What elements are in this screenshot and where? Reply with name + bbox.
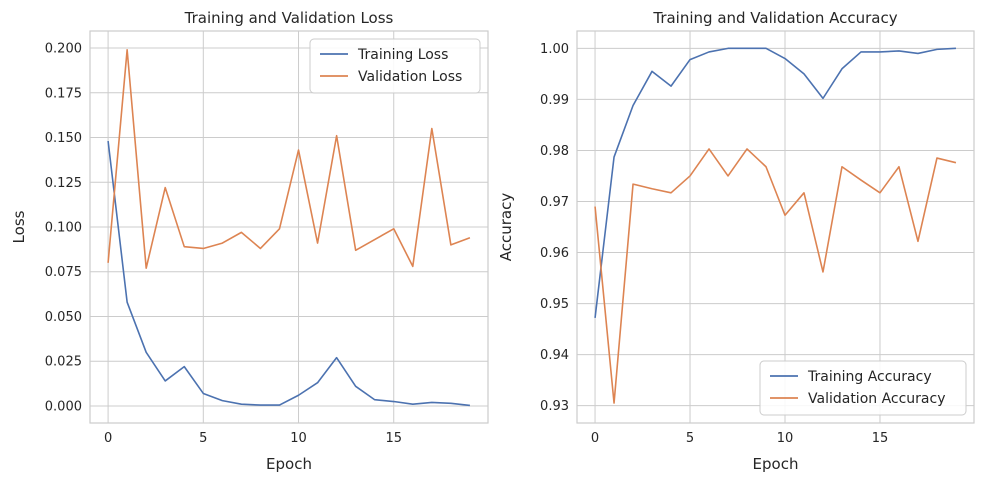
validation-loss-legend-label: Validation Loss — [358, 69, 462, 85]
loss-y-axis-label: Loss — [10, 210, 28, 243]
accuracy-y-tick-label: 0.96 — [540, 246, 569, 261]
accuracy-legend: Training Accuracy Validation Accuracy — [759, 360, 967, 416]
loss-plot-frame — [89, 30, 489, 424]
loss-lines — [107, 48, 471, 407]
loss-y-ticks: 0.000 0.025 0.050 0.075 0.100 0.125 0.150 0.175… — [45, 42, 82, 415]
loss-x-tick-label: 15 — [385, 431, 402, 446]
loss-x-tick-label: 5 — [199, 431, 207, 446]
loss-chart-title: Training and Validation Loss — [184, 9, 394, 27]
loss-y-tick-label: 0.100 — [45, 221, 82, 236]
training-loss-legend-label: Training Loss — [357, 47, 448, 63]
loss-x-ticks: 0 5 10 15 — [104, 431, 402, 446]
accuracy-legend-box — [759, 360, 967, 416]
loss-x-tick-label: 0 — [104, 431, 112, 446]
loss-y-tick-label: 0.000 — [45, 399, 82, 414]
accuracy-y-tick-label: 0.95 — [540, 297, 569, 312]
accuracy-y-tick-label: 0.97 — [540, 195, 569, 210]
training-accuracy-legend-label: Training Accuracy — [807, 369, 932, 385]
accuracy-x-tick-label: 0 — [591, 431, 599, 446]
loss-chart: 0 5 10 15 0.000 0.025 0.050 0.075 0.100 0.125 0.1… — [10, 9, 489, 473]
loss-y-tick-label: 0.050 — [45, 310, 82, 325]
accuracy-x-axis-label: Epoch — [753, 455, 799, 473]
loss-legend: Training Loss Validation Loss — [309, 38, 481, 94]
accuracy-x-tick-label: 15 — [872, 431, 889, 446]
validation-accuracy-line — [594, 148, 957, 404]
accuracy-plot-frame — [576, 30, 975, 424]
accuracy-x-ticks: 0 5 10 15 — [591, 431, 888, 446]
training-loss-line — [107, 140, 470, 407]
accuracy-y-ticks: 0.93 0.94 0.95 0.96 0.97 0.98 0.99 1.00 — [540, 42, 569, 414]
loss-y-tick-label: 0.150 — [45, 131, 82, 146]
accuracy-chart-title: Training and Validation Accuracy — [652, 9, 897, 27]
accuracy-grid — [577, 31, 974, 423]
accuracy-lines — [594, 47, 957, 404]
accuracy-x-tick-label: 10 — [777, 431, 794, 446]
accuracy-y-axis-label: Accuracy — [497, 193, 515, 262]
accuracy-x-tick-label: 5 — [686, 431, 694, 446]
validation-loss-line — [107, 48, 471, 269]
loss-y-tick-label: 0.075 — [45, 265, 82, 280]
loss-y-tick-label: 0.200 — [45, 42, 82, 57]
loss-y-tick-label: 0.125 — [45, 176, 82, 191]
validation-accuracy-legend-label: Validation Accuracy — [808, 391, 946, 407]
accuracy-chart: 0 5 10 15 0.930.940.950.960.970.980.991.00 … — [497, 9, 975, 473]
accuracy-y-tick-label: 0.98 — [540, 144, 569, 159]
loss-y-tick-label: 0.025 — [45, 355, 82, 370]
training-accuracy-line — [594, 47, 956, 318]
loss-y-tick-label: 0.175 — [45, 86, 82, 101]
accuracy-y-tick-label: 1.00 — [540, 42, 569, 57]
loss-x-tick-label: 10 — [290, 431, 307, 446]
loss-legend-box — [309, 38, 481, 94]
accuracy-y-tick-label: 0.93 — [540, 399, 569, 414]
accuracy-y-tick-label: 0.99 — [540, 93, 569, 108]
loss-x-axis-label: Epoch — [266, 455, 312, 473]
accuracy-y-tick-label: 0.94 — [540, 348, 569, 363]
